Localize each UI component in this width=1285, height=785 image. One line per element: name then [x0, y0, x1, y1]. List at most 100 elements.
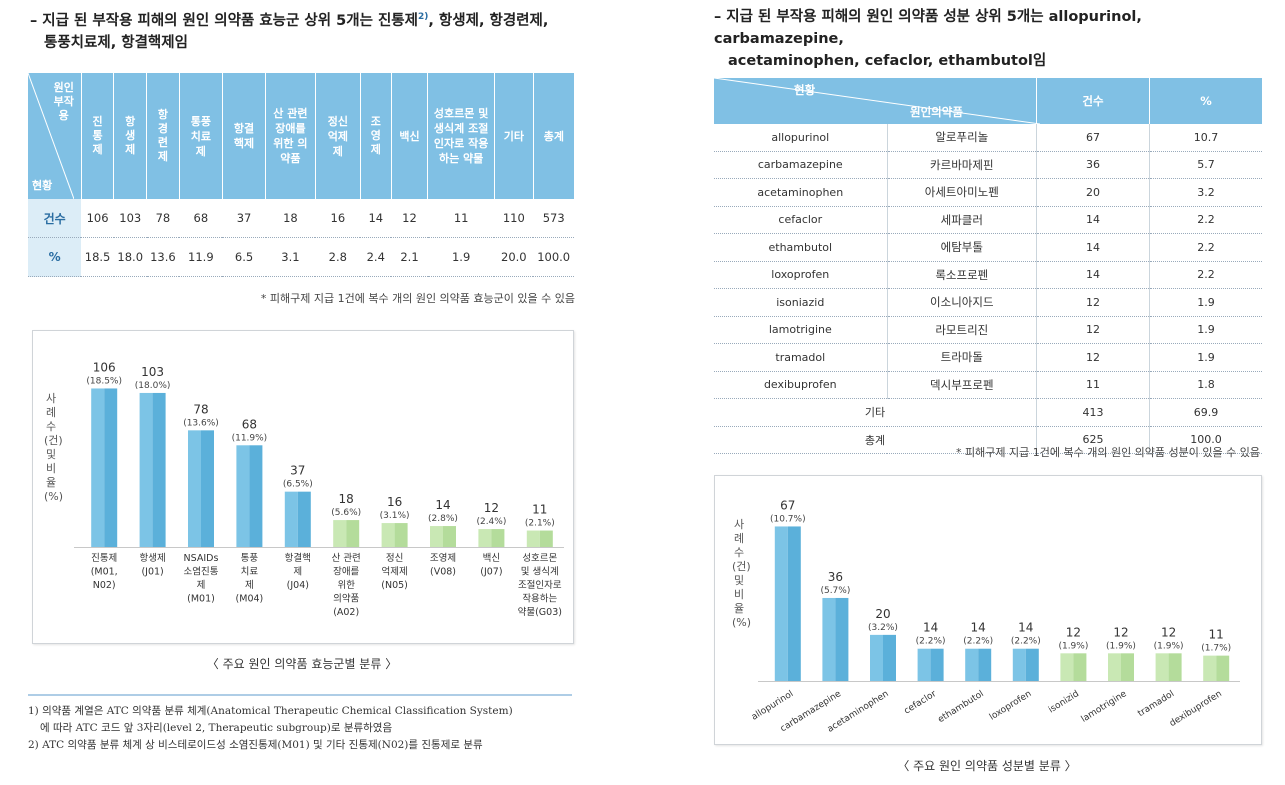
t2-cell-n: 67 — [1036, 124, 1150, 152]
t2-cell-ko: 에탐부톨 — [887, 233, 1038, 262]
t1-col-header: 항생제 — [113, 73, 148, 199]
left-bar-chart: 106 (18.5%) 진통제 (M01, N02) 103 (18.0%) 항생제 (J01)… — [74, 360, 564, 618]
pct-label: (1.9%) — [1106, 641, 1136, 651]
pct-label: (5.6%) — [331, 508, 361, 518]
t2-cell-p: 3.2 — [1149, 178, 1262, 207]
t2-cell-ko: 록소프로펜 — [887, 261, 1038, 289]
value-label: 12 — [1113, 625, 1128, 639]
value-label: 103 — [141, 365, 164, 379]
bar — [284, 491, 298, 547]
bar — [381, 523, 395, 547]
bar-shade — [346, 520, 360, 547]
t2-cell-p: 2.2 — [1149, 261, 1262, 289]
footnote-1a: 1) 의약품 계열은 ATC 의약품 분류 체계(Anatomical Ther… — [28, 705, 513, 717]
t1-cell: 78 — [146, 199, 180, 238]
t1-cell: 6.5 — [222, 237, 266, 277]
bar-shade — [201, 430, 214, 547]
t2-corner-top: 현황 — [794, 83, 816, 97]
t2-cell-n: 20 — [1036, 178, 1150, 207]
pct-label: (13.6%) — [183, 418, 219, 428]
value-label: 78 — [193, 402, 208, 416]
t2-cell-en: carbamazepine — [714, 151, 888, 179]
t1-cell: 100.0 — [533, 237, 574, 277]
pct-label: (11.9%) — [232, 433, 268, 443]
footnote-1b: 에 따라 ATC 코드 앞 3자리(level 2, Therapeutic s… — [40, 722, 393, 734]
t2-row-total: 총계 625 100.0 — [714, 426, 1262, 454]
t2-cell-p: 2.2 — [1149, 206, 1262, 234]
t2-cell-n: 625 — [1036, 426, 1150, 454]
category-label: 항생제 (J01) — [139, 553, 165, 578]
t1-cell: 13.6 — [146, 237, 180, 277]
value-label: 12 — [1066, 625, 1081, 639]
left-heading: – 지급 된 부작용 피해의 원인 의약품 효능군 상위 5개는 진통제2), … — [30, 6, 590, 54]
t1-cell: 1.9 — [427, 237, 495, 277]
pct-label: (2.2%) — [1011, 637, 1041, 647]
t1-col-header: 통풍치료제 — [179, 73, 223, 199]
pct-label: (18.5%) — [86, 376, 122, 386]
t2-cell-en: isoniazid — [714, 288, 888, 317]
t2-row: lamotrigine 라모트리진 12 1.9 — [714, 316, 1262, 344]
value-label: 36 — [828, 570, 843, 584]
t1-cell: 573 — [533, 199, 574, 238]
bar-shade — [787, 526, 801, 681]
category-label: 통풍 치료 제 (M04) — [236, 553, 264, 605]
bar — [1060, 653, 1074, 681]
t2-cell-en: ethambutol — [714, 233, 888, 262]
t2-row: tramadol 트라마돌 12 1.9 — [714, 343, 1262, 372]
right-chart-caption: 〈 주요 원인 의약품 성분별 분류 〉 — [897, 759, 1077, 773]
bar — [333, 520, 347, 547]
t2-cell-ko: 덱시부프로펜 — [887, 371, 1038, 399]
category-label: 백신 (J07) — [480, 553, 502, 578]
t1-cell: 68 — [179, 199, 223, 238]
bar — [139, 392, 153, 547]
category-label: 조영제 (V08) — [430, 553, 456, 578]
t2-cell-ko: 이소니아지드 — [887, 288, 1038, 317]
bar-shade — [394, 523, 408, 547]
category-label: 정신 억제제 (N05) — [381, 553, 408, 591]
pct-label: (2.2%) — [916, 637, 946, 647]
t1-row-label: % — [28, 237, 82, 277]
t2-cell-n: 36 — [1036, 151, 1150, 179]
t2-cell-p: 100.0 — [1149, 426, 1262, 454]
t1-cell: 2.4 — [360, 237, 392, 277]
bar — [1012, 648, 1026, 681]
t2-cell-n: 14 — [1036, 233, 1150, 262]
footnote-1: 1) 의약품 계열은 ATC 의약품 분류 체계(Anatomical Ther… — [28, 703, 578, 754]
t2-cell-p: 1.8 — [1149, 371, 1262, 399]
value-label: 12 — [484, 501, 499, 515]
value-label: 68 — [242, 417, 257, 431]
right-heading-line1: – 지급 된 부작용 피해의 원인 의약품 성분 상위 5개는 allopuri… — [714, 9, 1142, 47]
t1-cell: 2.1 — [391, 237, 428, 277]
left-chart-caption: 〈 주요 원인 의약품 효능군별 분류 〉 — [206, 657, 398, 671]
t2-cell-n: 12 — [1036, 343, 1150, 372]
pct-label: (2.8%) — [428, 514, 458, 524]
t1-col-header: 정신 억제제 — [315, 73, 361, 199]
right-summary-table: 현황 원인의약품 건수 % allopurinol 알로푸리놀 67 10.7 carb… — [714, 78, 1262, 454]
t2-cell-en: tramadol — [714, 343, 888, 372]
t1-cell: 11 — [427, 199, 495, 238]
left-heading-line1b: , 항생제, 항경련제, — [428, 12, 549, 29]
bar-shade — [152, 392, 166, 547]
bar — [188, 430, 201, 547]
pct-label: (1.9%) — [1154, 641, 1184, 651]
t2-cell-n: 12 — [1036, 288, 1150, 317]
t1-row-count: 건수 106 103 78 68 37 18 16 14 12 11 110 5… — [28, 199, 574, 238]
t1-cell: 3.1 — [265, 237, 316, 277]
value-label: 37 — [290, 464, 305, 478]
t2-cell-n: 12 — [1036, 316, 1150, 344]
bar-shade — [249, 445, 263, 547]
pct-label: (1.7%) — [1201, 644, 1231, 654]
t1-cell: 18.5 — [81, 237, 114, 277]
right-heading-line2: acetaminophen, cefaclor, ethambutol임 — [728, 53, 1047, 69]
pct-label: (2.1%) — [525, 519, 555, 529]
t1-cell: 103 — [113, 199, 147, 238]
value-label: 14 — [971, 621, 986, 635]
pct-label: (1.9%) — [1058, 641, 1088, 651]
pct-label: (2.4%) — [476, 517, 506, 527]
right-chart-frame — [714, 475, 1262, 745]
t2-cell-n: 11 — [1036, 371, 1150, 399]
t2-cell-ko: 트라마돌 — [887, 343, 1038, 372]
t2-row: dexibuprofen 덱시부프로펜 11 1.8 — [714, 371, 1262, 399]
pct-label: (3.2%) — [868, 623, 898, 633]
bar-shade — [443, 526, 456, 547]
